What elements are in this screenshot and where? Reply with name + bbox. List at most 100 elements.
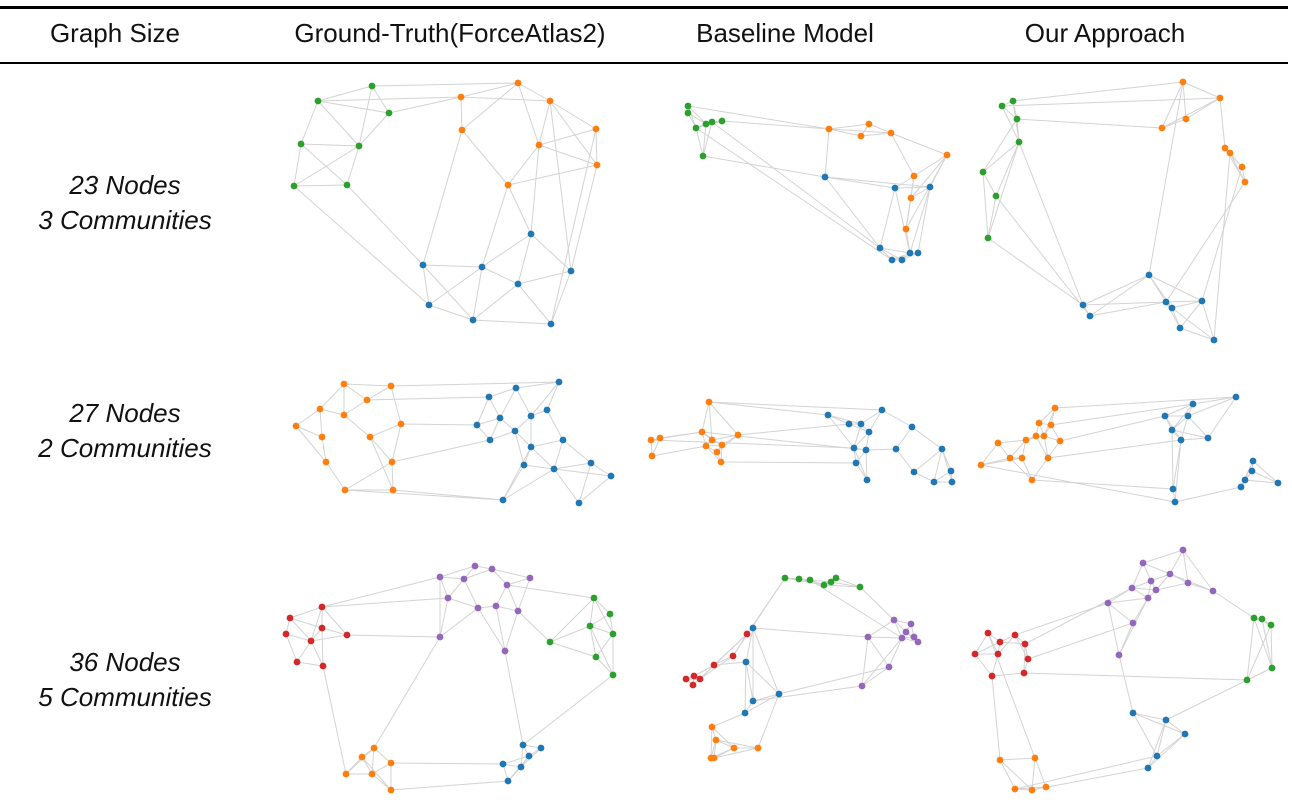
graph-node-blue	[1198, 297, 1206, 305]
graph-edge	[1270, 624, 1273, 669]
graph-edge	[472, 319, 552, 325]
graph-edge	[460, 82, 519, 98]
graph-edge	[859, 586, 895, 621]
graph-edge	[737, 423, 850, 436]
graph-node-blue	[845, 420, 853, 428]
graph-edge	[987, 237, 1084, 306]
graph-edge	[1031, 457, 1049, 481]
graph-edge	[439, 597, 449, 638]
graph-edge	[865, 448, 897, 451]
graph-node-purple	[1152, 586, 1160, 594]
graph-edge	[999, 759, 1033, 791]
graph-edge	[553, 439, 564, 470]
graph-node-orange	[368, 770, 376, 778]
graph-edge	[711, 726, 735, 749]
graph-node-orange	[292, 422, 300, 430]
graph-node-green	[984, 234, 992, 242]
graph-edge	[941, 448, 953, 483]
graph-edge	[447, 578, 465, 599]
graph-node-purple	[902, 628, 910, 636]
header-graph-size: Graph Size	[49, 18, 181, 48]
graph-node-red	[689, 681, 697, 689]
graph-edge	[538, 144, 598, 166]
graph-edge	[502, 468, 555, 501]
graph-node-red	[319, 662, 327, 670]
graph-edge	[439, 565, 476, 578]
graph-edge	[300, 100, 319, 145]
graph-edge	[549, 100, 572, 272]
graph-node-blue	[1210, 336, 1218, 344]
graph-edge	[499, 387, 517, 419]
graph-edge	[917, 186, 931, 254]
graph-edge	[687, 105, 830, 130]
ours-graph-36	[971, 546, 1276, 794]
graph-edge	[293, 185, 430, 306]
graph-node-orange	[1006, 454, 1014, 462]
graph-edge	[711, 121, 881, 249]
graph-edge	[317, 85, 373, 102]
graph-edge	[317, 100, 390, 114]
graph-edge	[1059, 415, 1166, 442]
graph-node-green	[832, 574, 840, 582]
graph-edge	[1187, 415, 1209, 439]
graph-node-red	[743, 630, 751, 638]
graph-node-orange	[1044, 454, 1052, 462]
graph-node-green	[684, 102, 692, 110]
graph-edge	[593, 597, 614, 635]
graph-edge	[830, 581, 861, 588]
header-our-approach: Our Approach	[1024, 18, 1186, 48]
graph-node-orange	[702, 442, 710, 450]
graph-edge	[422, 264, 483, 268]
graph-edge	[982, 171, 989, 239]
graph-edge	[1182, 81, 1221, 99]
graph-node-green	[1013, 115, 1021, 123]
graph-node-blue	[898, 256, 906, 264]
graph-edge	[463, 578, 479, 609]
graph-node-orange	[713, 448, 721, 456]
graph-edge	[752, 685, 863, 702]
graph-edge	[317, 100, 360, 147]
graph-edge	[520, 744, 524, 768]
graph-node-purple	[1179, 546, 1187, 554]
graph-edge	[506, 584, 519, 612]
graph-node-purple	[1184, 579, 1192, 587]
graph-edge	[1148, 81, 1184, 276]
graph-edge	[974, 632, 989, 655]
graph-node-blue	[519, 741, 527, 749]
graph-node-orange	[366, 433, 374, 441]
graph-edge	[391, 423, 402, 463]
graph-node-blue	[559, 436, 567, 444]
row-label-27: 27 Nodes 2 Communities	[0, 396, 250, 466]
graph-node-green	[1015, 138, 1023, 146]
graph-node-green	[1250, 614, 1258, 622]
graph-edge	[894, 187, 911, 254]
graph-edge	[553, 462, 592, 470]
graph-edge	[578, 462, 592, 504]
graph-node-purple	[492, 602, 500, 610]
graph-edge	[390, 780, 509, 791]
graph-edge	[827, 414, 850, 425]
graph-node-orange	[1022, 436, 1030, 444]
graph-edge	[1024, 587, 1133, 645]
graph-edge	[1192, 396, 1237, 405]
row-label-23: 23 Nodes 3 Communities	[0, 168, 250, 238]
graph-edge	[344, 461, 393, 491]
graph-edge	[515, 387, 532, 417]
graph-edge	[708, 401, 829, 416]
graph-node-blue	[910, 468, 918, 476]
graph-edge	[879, 247, 911, 254]
graph-node-purple	[910, 633, 918, 641]
graph-edge	[1261, 618, 1273, 669]
graph-edge	[1171, 429, 1209, 439]
graph-edge	[549, 100, 597, 130]
graph-edge	[522, 674, 614, 746]
graph-edge	[289, 617, 312, 642]
graph-node-orange	[1018, 454, 1026, 462]
row-communities-label: 3 Communities	[38, 205, 212, 235]
graph-node-blue	[511, 427, 519, 435]
graph-node-red	[343, 631, 351, 639]
graph-edge	[343, 383, 368, 401]
graph-edge	[905, 175, 915, 230]
graph-node-blue	[742, 658, 750, 666]
graph-edge	[693, 664, 715, 677]
